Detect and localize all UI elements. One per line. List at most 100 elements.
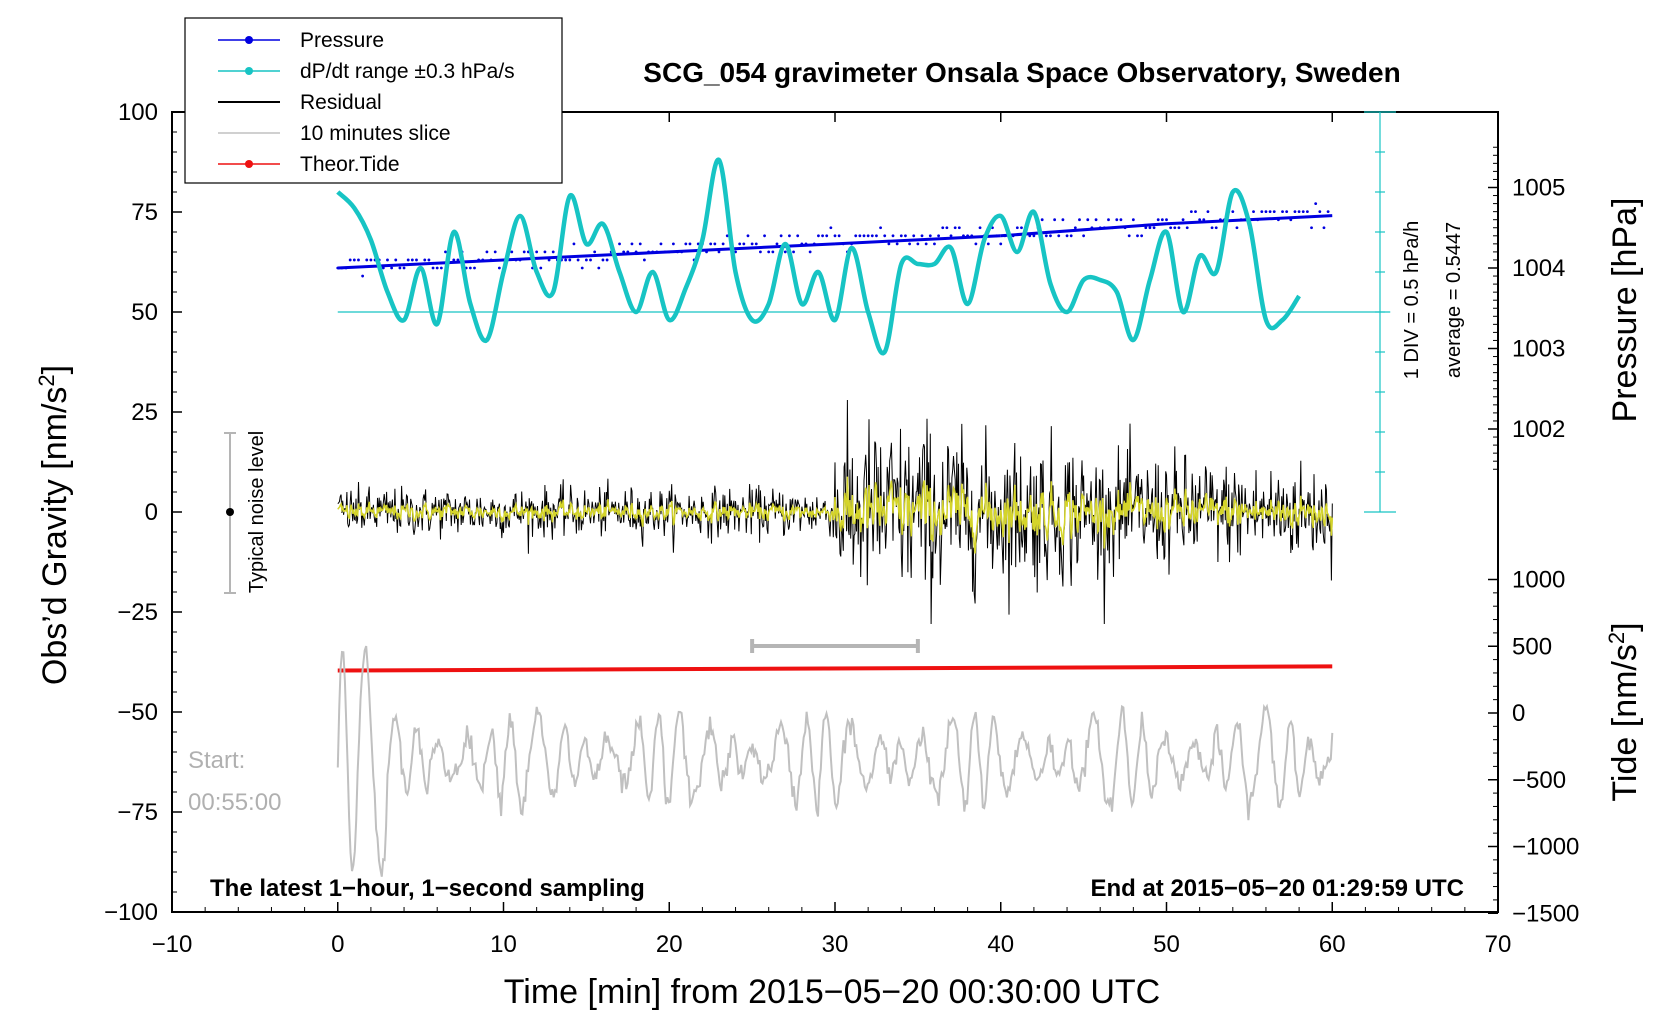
average-label: average = 0.5447: [1443, 222, 1465, 378]
pressure-point: [431, 266, 435, 270]
pressure-point: [738, 242, 742, 246]
x-axis-label: Time [min] from 2015−05−20 00:30:00 UTC: [504, 973, 1160, 1011]
pressure-point: [767, 250, 771, 254]
legend-label: dP/dt range ±0.3 hPa/s: [300, 60, 515, 83]
pressure-point: [800, 242, 804, 246]
pressure-point: [435, 266, 439, 270]
pressure-point: [1065, 234, 1069, 238]
pressure-point: [365, 258, 369, 262]
pressure-point: [688, 242, 692, 246]
pressure-point: [535, 250, 539, 254]
tide-axis-ticks: 1000 500 0 −500 −1000 −1500: [1488, 567, 1579, 927]
y-tick-label: 25: [131, 399, 158, 426]
tide-series: [337, 664, 1333, 673]
pressure-point: [514, 258, 518, 262]
pressure-point: [978, 226, 982, 230]
pressure-point: [485, 250, 489, 254]
legend-entry: 10 minutes slice: [218, 122, 451, 145]
pressure-point: [804, 242, 808, 246]
pressure-point: [369, 258, 373, 262]
pressure-point: [1107, 218, 1110, 222]
tide-tick-label: 500: [1512, 633, 1552, 660]
pressure-point: [357, 258, 360, 262]
pressure-point: [1310, 226, 1313, 230]
pressure-point: [352, 258, 356, 262]
y-axis-label-tide: Tide [nm/s2]: [1604, 622, 1644, 801]
pressure-point: [1102, 226, 1106, 230]
pressure-point: [493, 250, 497, 254]
pressure-tick-label: 1002: [1512, 416, 1565, 443]
pressure-point: [1119, 218, 1123, 222]
y-tick-label: −25: [117, 599, 158, 626]
pressure-point: [522, 250, 526, 254]
pressure-point: [1305, 210, 1309, 214]
pressure-point: [854, 234, 858, 238]
legend-swatch-dot: [245, 67, 253, 75]
y-tick-label: −75: [117, 799, 158, 826]
dpdt-curve: [336, 157, 1301, 356]
pressure-point: [709, 242, 713, 246]
y-axis-label-left-close: ]: [36, 365, 74, 374]
pressure-point: [497, 266, 501, 270]
pressure-point: [833, 234, 837, 238]
pressure-point: [1214, 226, 1218, 230]
pressure-point: [1165, 218, 1168, 222]
pressure-point: [572, 242, 576, 246]
pressure-point: [1252, 210, 1255, 214]
pressure-point: [912, 234, 916, 238]
pressure-point: [783, 250, 787, 254]
y-axis-label-left-sup: 2: [34, 374, 59, 386]
pressure-point: [361, 274, 365, 278]
pressure-point: [605, 258, 609, 262]
y-tick-label: 50: [131, 299, 158, 326]
pressure-point: [858, 234, 862, 238]
legend-entry: Pressure: [218, 29, 384, 52]
pressure-point: [986, 242, 990, 246]
pressure-point: [1020, 226, 1023, 230]
tide-tick-label: −500: [1512, 767, 1566, 794]
chart-title: SCG_054 gravimeter Onsala Space Observat…: [643, 57, 1400, 88]
noise-label: Typical noise level: [246, 431, 268, 593]
pressure-point: [473, 266, 476, 270]
pressure-point: [734, 250, 737, 254]
pressure-point: [945, 226, 949, 230]
pressure-point: [410, 258, 414, 262]
residual-series: [337, 399, 1333, 625]
pressure-point: [754, 242, 758, 246]
start-label: Start:: [188, 747, 245, 774]
pressure-point: [829, 226, 833, 230]
pressure-point: [970, 234, 974, 238]
pressure-point: [721, 242, 725, 246]
pressure-point: [1169, 226, 1173, 230]
pressure-point: [1040, 218, 1044, 222]
y-axis-label-pressure: Pressure [hPa]: [1606, 198, 1644, 423]
pressure-point: [630, 242, 634, 246]
pressure-point: [1285, 210, 1289, 214]
pressure-point: [1206, 210, 1210, 214]
pressure-point: [763, 234, 766, 238]
pressure-point: [1268, 210, 1272, 214]
pressure-point: [452, 258, 456, 262]
pressure-point: [1011, 234, 1015, 238]
pressure-point: [439, 266, 443, 270]
pressure-point: [1326, 210, 1330, 214]
y-tick-label: −50: [117, 699, 158, 726]
pressure-point: [1094, 218, 1098, 222]
pressure-point: [1057, 234, 1061, 238]
pressure-point: [1198, 218, 1202, 222]
pressure-point: [1140, 234, 1144, 238]
pressure-point: [601, 258, 605, 262]
tide-tick-label: 1000: [1512, 567, 1565, 594]
pressure-point: [510, 250, 514, 254]
pressure-point: [543, 250, 547, 254]
pressure-point: [920, 234, 924, 238]
pressure-point: [870, 234, 874, 238]
pressure-point: [974, 242, 978, 246]
pressure-point: [386, 258, 389, 262]
pressure-point: [547, 258, 551, 262]
pressure-point: [576, 258, 580, 262]
pressure-point: [887, 242, 891, 246]
pressure-point: [1260, 210, 1264, 214]
legend-box: [184, 17, 563, 184]
y-tick-label: 0: [145, 499, 158, 526]
